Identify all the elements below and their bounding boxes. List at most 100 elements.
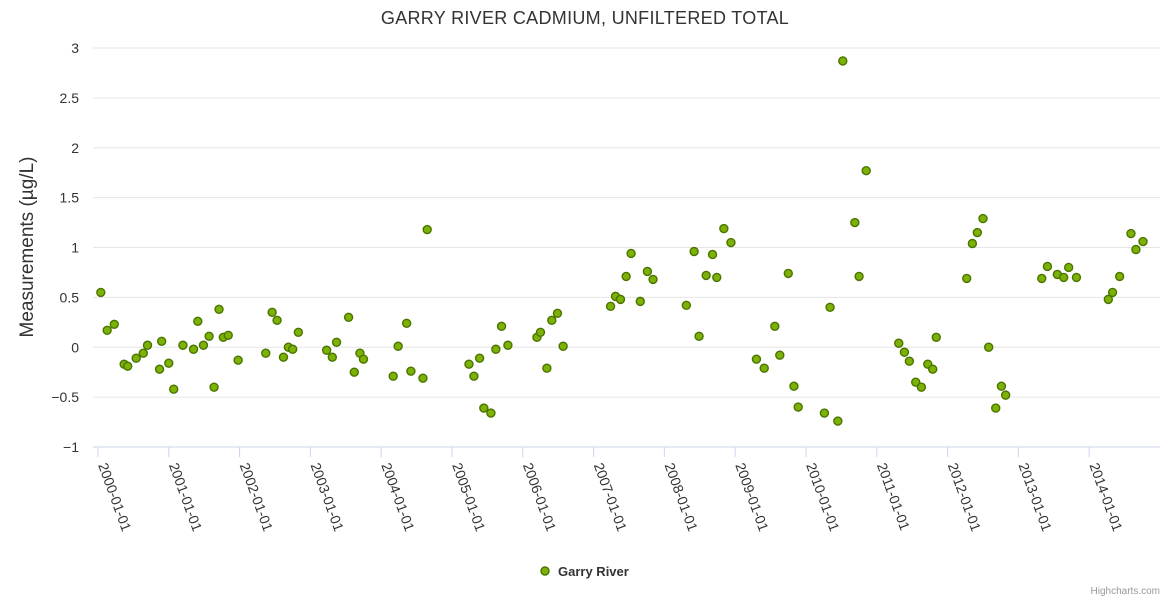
- data-point[interactable]: [850, 217, 860, 228]
- data-point[interactable]: [719, 223, 729, 234]
- data-point[interactable]: [331, 337, 342, 347]
- data-point[interactable]: [838, 56, 848, 66]
- data-point[interactable]: [789, 381, 799, 391]
- data-point[interactable]: [358, 354, 369, 364]
- data-point[interactable]: [911, 377, 921, 387]
- data-point[interactable]: [464, 359, 474, 369]
- data-point[interactable]: [109, 319, 119, 330]
- data-point[interactable]: [96, 287, 106, 298]
- data-point[interactable]: [1138, 236, 1148, 247]
- data-point[interactable]: [469, 371, 479, 381]
- data-point[interactable]: [1103, 294, 1114, 305]
- data-point[interactable]: [122, 361, 133, 371]
- data-point[interactable]: [833, 416, 843, 426]
- data-point[interactable]: [223, 330, 233, 340]
- data-point[interactable]: [1037, 273, 1047, 284]
- data-point[interactable]: [1126, 228, 1136, 239]
- data-point[interactable]: [894, 338, 904, 348]
- data-point[interactable]: [327, 352, 338, 362]
- data-point[interactable]: [605, 301, 616, 312]
- data-point[interactable]: [701, 270, 711, 281]
- data-point[interactable]: [142, 340, 153, 350]
- data-point[interactable]: [422, 224, 432, 235]
- data-point[interactable]: [916, 382, 927, 392]
- data-point[interactable]: [198, 340, 209, 350]
- data-point[interactable]: [642, 266, 653, 277]
- data-point[interactable]: [770, 321, 780, 332]
- data-point[interactable]: [474, 353, 485, 363]
- data-point[interactable]: [621, 271, 631, 282]
- data-point[interactable]: [707, 249, 718, 260]
- data-point[interactable]: [991, 403, 1001, 413]
- data-point[interactable]: [819, 408, 830, 418]
- data-point[interactable]: [861, 165, 871, 176]
- data-point[interactable]: [615, 294, 626, 305]
- data-point[interactable]: [154, 364, 165, 374]
- data-point[interactable]: [393, 341, 403, 351]
- data-point[interactable]: [1114, 271, 1125, 282]
- data-point[interactable]: [418, 373, 428, 383]
- data-point[interactable]: [1000, 390, 1011, 400]
- data-point[interactable]: [349, 367, 359, 377]
- data-point[interactable]: [401, 318, 412, 329]
- data-point[interactable]: [1107, 287, 1118, 298]
- data-point[interactable]: [825, 302, 835, 313]
- data-point[interactable]: [293, 327, 304, 337]
- data-point[interactable]: [272, 315, 282, 326]
- data-point[interactable]: [904, 356, 915, 366]
- data-point[interactable]: [343, 312, 354, 323]
- data-point[interactable]: [214, 304, 224, 315]
- data-point[interactable]: [204, 331, 214, 341]
- data-point[interactable]: [209, 382, 219, 392]
- data-point[interactable]: [1059, 272, 1069, 283]
- data-point[interactable]: [388, 371, 398, 381]
- data-point[interactable]: [278, 352, 289, 362]
- data-point[interactable]: [261, 348, 271, 358]
- data-point[interactable]: [138, 348, 148, 358]
- data-point[interactable]: [1042, 261, 1053, 272]
- data-point[interactable]: [681, 300, 692, 311]
- data-point[interactable]: [178, 340, 188, 350]
- data-point[interactable]: [496, 321, 507, 332]
- data-point[interactable]: [552, 308, 563, 319]
- data-point[interactable]: [689, 246, 699, 257]
- data-point[interactable]: [983, 342, 994, 352]
- data-point[interactable]: [978, 213, 988, 224]
- data-point[interactable]: [759, 363, 769, 373]
- data-point[interactable]: [1131, 244, 1141, 255]
- data-point[interactable]: [188, 344, 199, 354]
- data-point[interactable]: [928, 364, 938, 374]
- data-point[interactable]: [287, 344, 298, 354]
- data-point[interactable]: [793, 402, 803, 412]
- legend-item-garry-river[interactable]: Garry River: [558, 564, 629, 579]
- data-point[interactable]: [321, 345, 332, 355]
- data-point[interactable]: [967, 238, 978, 249]
- data-point[interactable]: [406, 366, 416, 376]
- data-point[interactable]: [996, 381, 1007, 391]
- data-point[interactable]: [267, 307, 277, 318]
- data-point[interactable]: [694, 331, 704, 341]
- data-point[interactable]: [775, 350, 785, 360]
- data-point[interactable]: [503, 340, 513, 350]
- data-point[interactable]: [712, 272, 722, 283]
- data-point[interactable]: [635, 296, 646, 307]
- data-point[interactable]: [626, 248, 636, 259]
- data-point[interactable]: [1071, 272, 1082, 283]
- legend[interactable]: Garry River: [540, 564, 629, 579]
- data-point[interactable]: [783, 268, 793, 279]
- data-point[interactable]: [648, 274, 658, 285]
- credits-link[interactable]: Highcharts.com: [1091, 586, 1160, 597]
- data-point[interactable]: [854, 271, 864, 282]
- data-point[interactable]: [535, 327, 546, 337]
- data-point[interactable]: [491, 344, 501, 354]
- data-point[interactable]: [558, 341, 568, 351]
- data-point[interactable]: [726, 237, 736, 248]
- data-point[interactable]: [542, 363, 552, 373]
- data-point[interactable]: [1063, 262, 1074, 273]
- data-point[interactable]: [169, 384, 179, 394]
- data-point[interactable]: [233, 355, 243, 365]
- data-point[interactable]: [102, 325, 112, 335]
- data-point[interactable]: [479, 403, 489, 413]
- data-point[interactable]: [899, 347, 910, 357]
- data-point[interactable]: [931, 332, 941, 342]
